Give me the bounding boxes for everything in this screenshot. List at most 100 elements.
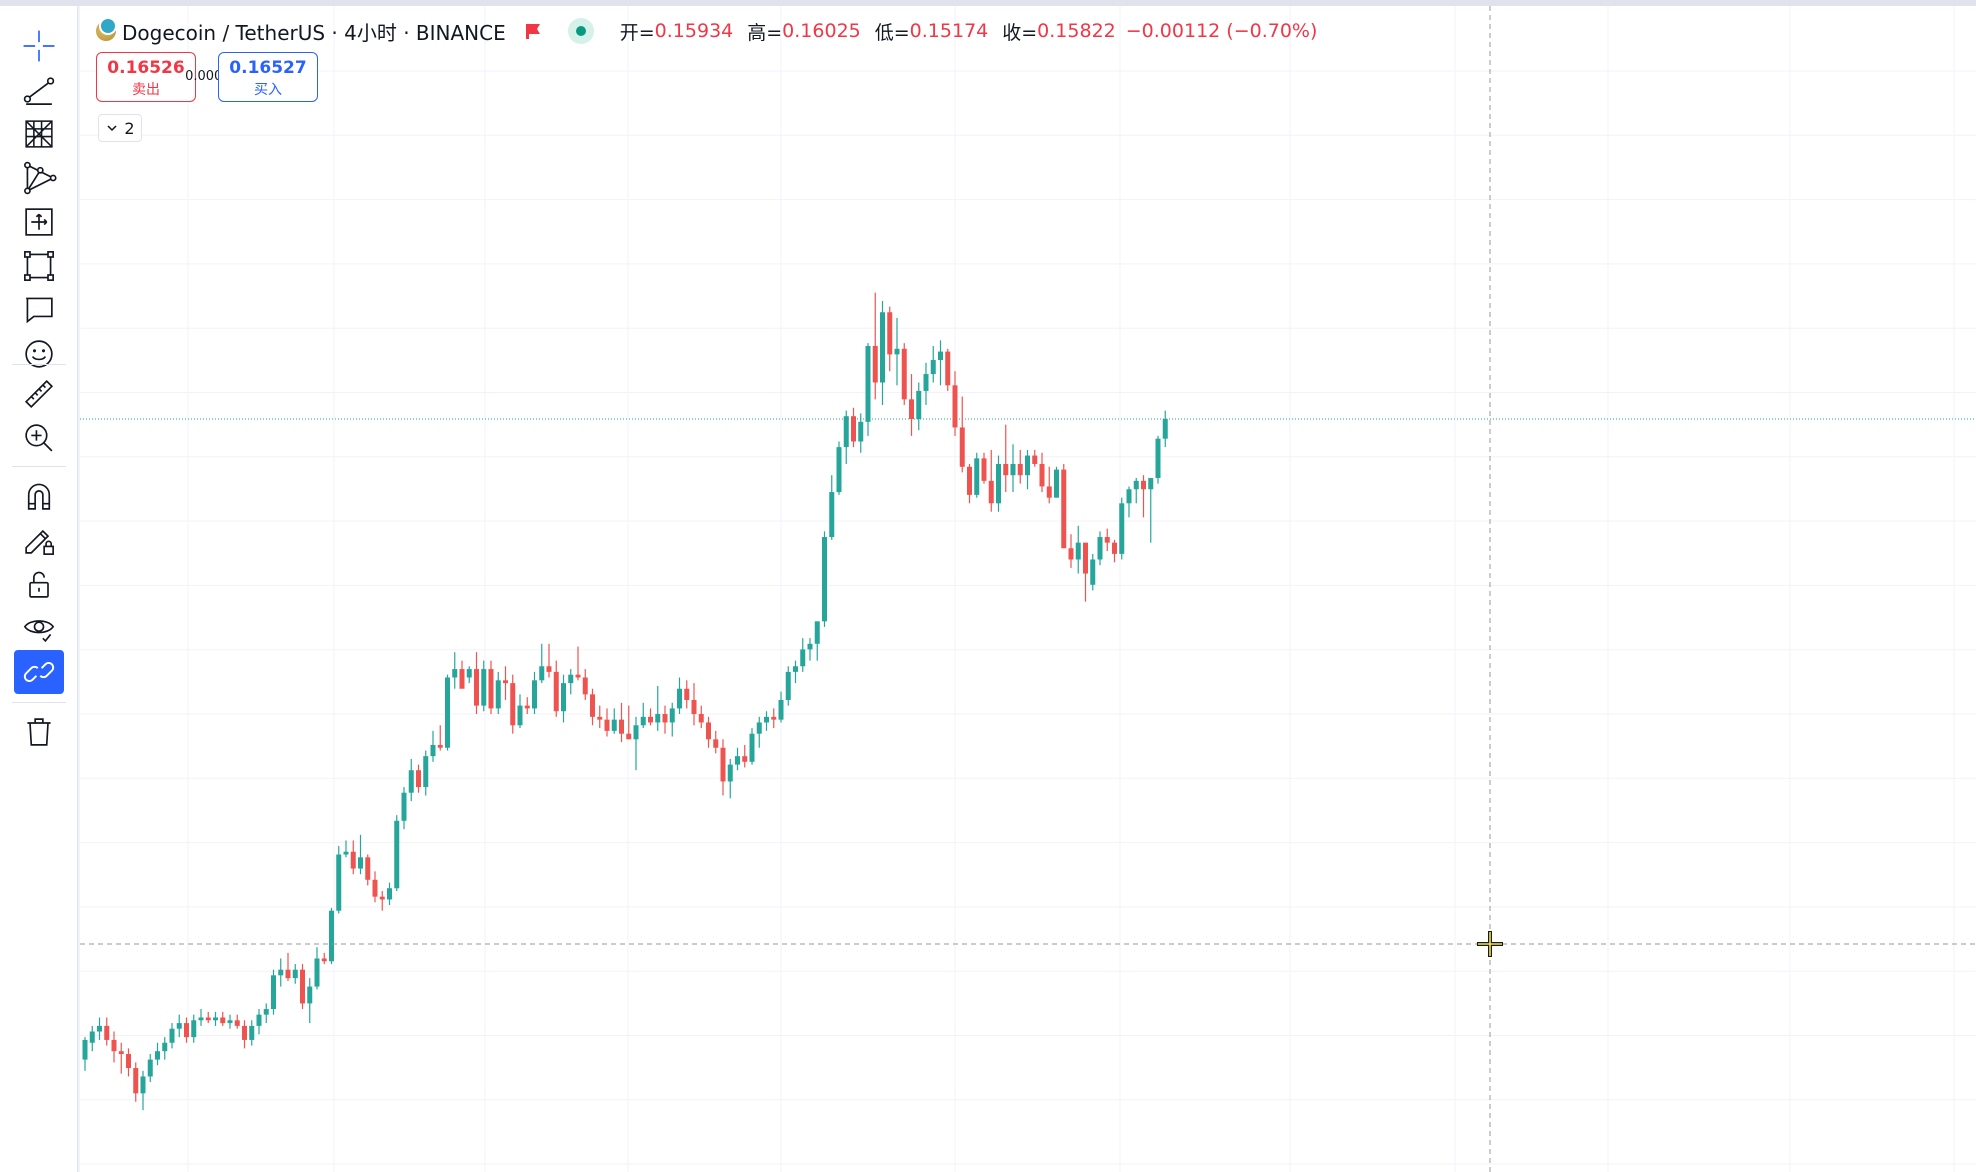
candle-body (358, 857, 363, 869)
candle-body (756, 722, 762, 734)
candle (720, 739, 726, 796)
buy-button[interactable]: 0.16527 买入 (218, 52, 318, 102)
trash-icon[interactable] (14, 710, 64, 754)
eye-icon[interactable] (14, 606, 64, 650)
candle (271, 969, 276, 1015)
candle (1126, 486, 1132, 518)
candle-body (307, 986, 313, 1004)
candle-body (1119, 503, 1125, 554)
candle-body (89, 1031, 95, 1043)
candle-body (1162, 419, 1168, 439)
candle (706, 716, 711, 748)
candle-body (619, 719, 624, 734)
candle (1075, 525, 1081, 574)
geometric-shapes-icon[interactable] (14, 244, 64, 288)
candle (909, 374, 914, 436)
candle (793, 660, 798, 684)
candle (684, 680, 690, 709)
candle (778, 691, 784, 723)
candlestick-chart[interactable] (80, 6, 1976, 1172)
candle-body (727, 764, 733, 782)
candle-body (336, 854, 342, 911)
candle (437, 725, 443, 751)
zoom-in-icon[interactable] (14, 416, 64, 460)
candle (822, 531, 827, 627)
candle-body (633, 725, 639, 740)
indicators-collapse-button[interactable]: 2 (98, 114, 142, 142)
forecast-icon[interactable] (14, 200, 64, 244)
candle (517, 694, 523, 729)
change-value: −0.00112 (−0.70%) (1125, 20, 1318, 42)
pattern-icon[interactable] (14, 156, 64, 200)
candle (133, 1062, 139, 1102)
candle (126, 1048, 131, 1077)
candle (727, 758, 733, 799)
candle-body (981, 458, 987, 481)
candle (901, 343, 907, 405)
candle-body (155, 1051, 160, 1060)
crosshair-icon[interactable] (14, 24, 64, 68)
candle-body (807, 643, 813, 650)
candle (176, 1014, 182, 1038)
emoji-icon[interactable] (14, 332, 64, 376)
candle (851, 407, 856, 448)
indicators-count: 2 (124, 118, 135, 138)
symbol-title[interactable]: Dogecoin / TetherUS · 4小时 · BINANCE (122, 20, 506, 45)
candle-body (300, 969, 305, 1004)
candle (1046, 466, 1052, 504)
candle-body (365, 857, 371, 880)
candle-body (568, 674, 574, 684)
market-status-dot-icon[interactable] (567, 18, 594, 44)
candle-body (829, 492, 835, 538)
candle-body (1025, 455, 1030, 476)
candle (1025, 449, 1030, 490)
candle-body (430, 744, 436, 757)
candle-body (735, 756, 740, 765)
candle (1003, 424, 1009, 493)
candle-body (662, 714, 668, 723)
candle-body (793, 666, 798, 672)
candle-body (814, 621, 820, 644)
candle (249, 1020, 255, 1046)
chevron-down-icon (107, 125, 117, 132)
lock-drawing-icon[interactable] (14, 518, 64, 562)
low-label: 低= (874, 21, 910, 44)
candle (1141, 475, 1146, 518)
lock-icon[interactable] (14, 562, 64, 606)
candle-body (916, 390, 922, 420)
fib-retracement-icon[interactable] (14, 112, 64, 156)
candle (691, 683, 697, 726)
candle-body (118, 1051, 124, 1054)
candle (872, 292, 878, 400)
candle-body (169, 1028, 175, 1043)
annotation-icon[interactable] (14, 288, 64, 332)
candle (887, 306, 893, 372)
toolbar-divider (12, 466, 66, 467)
candle (510, 674, 516, 734)
candle-body (488, 669, 494, 709)
trend-line-icon[interactable] (14, 68, 64, 112)
candle-body (1039, 463, 1045, 487)
candle (1104, 528, 1110, 552)
candle (191, 1014, 197, 1043)
candle-body (974, 458, 980, 495)
candle-body (408, 770, 414, 793)
candle-body (648, 716, 653, 723)
candle-body (394, 820, 400, 889)
chart-pane[interactable]: Dogecoin / TetherUS · 4小时 · BINANCE 开= 0.… (80, 6, 1976, 1172)
candle (1054, 466, 1059, 498)
candle-body (285, 969, 291, 979)
candle (713, 730, 719, 754)
candle-body (510, 683, 516, 726)
link-icon[interactable] (14, 650, 64, 694)
flag-icon[interactable] (524, 23, 542, 39)
candle-body (517, 705, 523, 726)
sell-label: 卖出 (132, 82, 160, 98)
candle-body (213, 1017, 218, 1021)
candle (981, 452, 987, 484)
candle-body (437, 744, 443, 748)
sell-button[interactable]: 0.16526 卖出 (96, 52, 196, 102)
candle (481, 660, 487, 712)
ruler-icon[interactable] (14, 372, 64, 416)
magnet-icon[interactable] (14, 474, 64, 518)
